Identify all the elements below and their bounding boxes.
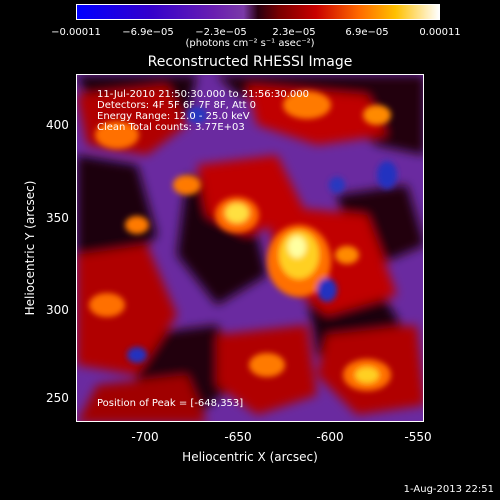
x-tick-label: -550 — [404, 430, 432, 444]
y-tick-label: 350 — [46, 211, 69, 225]
info-line: Detectors: 4F 5F 6F 7F 8F, Att 0 — [97, 100, 257, 111]
colorbar-tick: −2.3e−05 — [195, 27, 247, 38]
rhessi-map-graphic — [77, 75, 423, 421]
colorbar-tick: 6.9e−05 — [345, 27, 389, 38]
info-line: Energy Range: 12.0 - 25.0 keV — [97, 111, 250, 122]
colorbar-tick: 0.00011 — [419, 27, 461, 38]
peak-position: Position of Peak = [-648,353] — [97, 398, 244, 409]
x-tick-label: -700 — [131, 430, 159, 444]
render-timestamp: 1-Aug-2013 22:51 — [403, 484, 494, 495]
info-line: 11-Jul-2010 21:50:30.000 to 21:56:30.000 — [97, 89, 309, 100]
colorbar-tick: −0.00011 — [51, 27, 101, 38]
image-title: Reconstructed RHESSI Image — [147, 54, 353, 70]
info-line: Clean Total counts: 3.77E+03 — [97, 122, 245, 133]
colorbar-tick: −6.9e−05 — [122, 27, 174, 38]
colorbar-tick: 2.3e−05 — [272, 27, 316, 38]
rhessi-image: 11-Jul-2010 21:50:30.000 to 21:56:30.000… — [76, 74, 424, 422]
y-tick-label: 250 — [46, 391, 69, 405]
x-tick-label: -600 — [316, 430, 344, 444]
y-tick-label: 400 — [46, 118, 69, 132]
y-tick-label: 300 — [46, 303, 69, 317]
y-axis-title: Heliocentric Y (arcsec) — [23, 180, 37, 316]
colorbar — [76, 4, 440, 20]
x-axis-title: Heliocentric X (arcsec) — [182, 450, 318, 464]
x-tick-label: -650 — [224, 430, 252, 444]
colorbar-units: (photons cm⁻² s⁻¹ asec⁻²) — [185, 38, 315, 49]
